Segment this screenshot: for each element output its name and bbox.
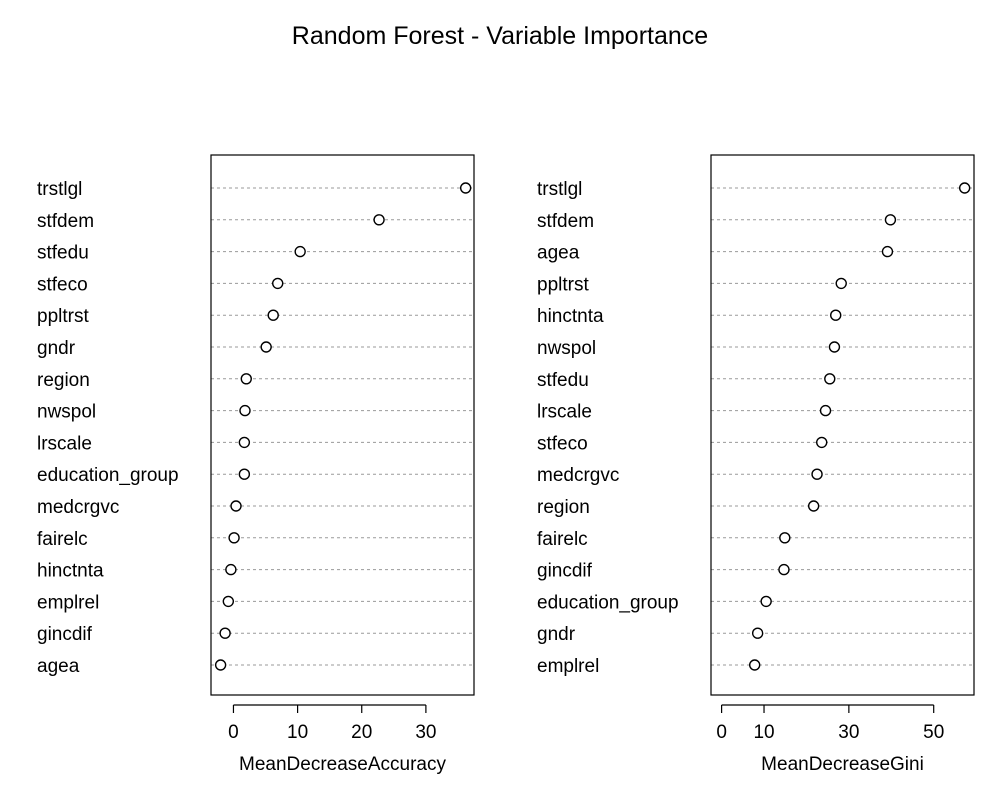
data-point <box>225 563 237 576</box>
data-point <box>228 532 240 544</box>
category-label: nwspol <box>537 338 596 359</box>
category-label: stfeco <box>537 433 588 454</box>
category-label: education_group <box>37 465 179 486</box>
category-label: trstlgl <box>537 179 582 200</box>
data-point <box>811 468 823 480</box>
category-label: gincdif <box>37 624 93 645</box>
plot-frame <box>710 154 975 696</box>
category-label: stfdem <box>37 211 94 232</box>
data-point <box>238 436 251 449</box>
category-label: lrscale <box>537 402 592 423</box>
category-label: gincdif <box>537 561 593 582</box>
data-point <box>824 373 836 385</box>
category-label: ppltrst <box>37 306 89 327</box>
data-point <box>830 309 842 321</box>
plot-frame <box>210 154 475 696</box>
x-tick-label: 30 <box>838 722 859 743</box>
category-label: hinctnta <box>537 306 604 327</box>
data-point <box>751 627 764 639</box>
x-axis-title: MeanDecreaseAccuracy <box>239 754 446 775</box>
x-tick-label: 50 <box>923 722 944 743</box>
category-label: trstlgl <box>37 179 82 200</box>
data-point <box>881 245 894 258</box>
category-label: nwspol <box>37 402 96 423</box>
category-label: agea <box>37 656 80 677</box>
data-point <box>459 182 472 194</box>
data-point <box>760 595 772 608</box>
category-label: fairelc <box>537 529 588 550</box>
x-tick-label: 10 <box>753 722 774 743</box>
data-point <box>214 659 227 671</box>
data-point <box>294 245 306 258</box>
data-point <box>373 214 385 226</box>
data-point <box>239 404 251 417</box>
x-axis-title: MeanDecreaseGini <box>761 754 924 775</box>
data-point <box>238 468 251 480</box>
data-point <box>260 341 272 353</box>
x-tick-label: 10 <box>287 722 308 743</box>
x-tick-label: 30 <box>415 722 436 743</box>
data-point <box>807 500 820 512</box>
data-point <box>779 532 791 544</box>
panel-1: trstlgl stfdem stfedu stfeco ppltrst gndr regi… <box>37 154 475 775</box>
category-label: fairelc <box>37 529 88 550</box>
data-point <box>219 627 231 639</box>
panel-2: trstlgl stfdem agea ppltrst hinctnta nwspol st… <box>537 154 975 775</box>
x-tick-label: 0 <box>228 722 239 743</box>
category-label: medcrgvc <box>537 465 619 486</box>
category-label: agea <box>537 243 580 264</box>
category-label: hinctnta <box>37 561 104 582</box>
category-label: lrscale <box>37 433 92 454</box>
data-point <box>958 182 971 194</box>
category-label: ppltrst <box>537 274 589 295</box>
data-point <box>828 341 841 353</box>
category-label: region <box>537 497 590 518</box>
data-point <box>267 309 279 321</box>
data-point <box>240 373 252 385</box>
x-tick-label: 20 <box>351 722 372 743</box>
data-point <box>748 659 761 671</box>
data-point <box>819 404 832 417</box>
category-label: stfdem <box>537 211 594 232</box>
category-label: stfeco <box>37 274 88 295</box>
category-label: region <box>37 370 90 391</box>
category-label: medcrgvc <box>37 497 119 518</box>
data-point <box>884 214 897 226</box>
category-label: emplrel <box>537 656 599 677</box>
data-point <box>222 595 235 608</box>
figure-title: Random Forest - Variable Importance <box>291 22 709 50</box>
x-tick-label: 0 <box>716 722 727 743</box>
data-point <box>835 277 847 290</box>
category-label: education_group <box>537 592 679 613</box>
data-point <box>272 277 284 290</box>
category-label: gndr <box>537 624 576 645</box>
category-label: gndr <box>37 338 76 359</box>
category-label: stfedu <box>537 370 589 391</box>
data-point <box>230 500 242 512</box>
data-point <box>816 436 828 449</box>
category-label: emplrel <box>37 592 99 613</box>
data-point <box>778 563 790 576</box>
category-label: stfedu <box>37 243 89 264</box>
